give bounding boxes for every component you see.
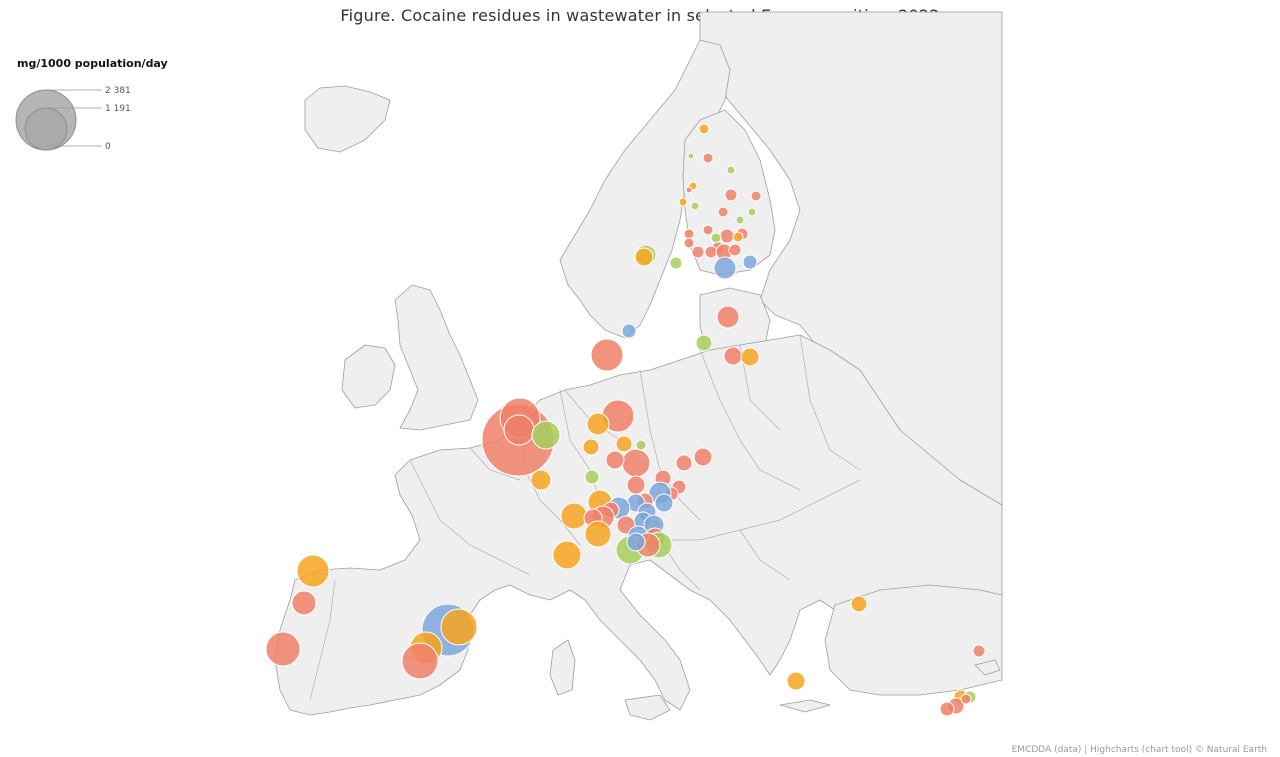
- city-bubble-red-88[interactable]: [972, 644, 986, 658]
- city-bubble-red-49[interactable]: [693, 447, 713, 467]
- city-bubble-green-2[interactable]: [687, 152, 695, 160]
- city-bubble-red-32[interactable]: [716, 305, 740, 329]
- city-bubble-green-5[interactable]: [726, 165, 736, 175]
- city-bubble-green-50[interactable]: [584, 469, 600, 485]
- city-bubble-orange-9[interactable]: [678, 197, 688, 207]
- city-bubble-red-93[interactable]: [960, 693, 972, 705]
- legend-circle-mid: [24, 107, 68, 151]
- city-bubble-red-39[interactable]: [503, 414, 535, 446]
- city-bubble-orange-79[interactable]: [296, 554, 330, 588]
- legend-label-mid: 1 191: [105, 104, 131, 114]
- city-bubble-red-92[interactable]: [939, 701, 955, 717]
- city-bubble-red-25[interactable]: [728, 243, 742, 257]
- city-bubble-green-12[interactable]: [747, 207, 757, 217]
- legend-label-zero: 0: [105, 142, 111, 152]
- legend-label-max: 2 381: [105, 86, 131, 96]
- city-bubble-red-81[interactable]: [265, 631, 301, 667]
- iceland-land: [304, 85, 391, 153]
- cyprus-land: [974, 659, 1001, 676]
- city-bubble-orange-71[interactable]: [584, 520, 612, 548]
- city-bubble-red-3[interactable]: [702, 152, 714, 164]
- city-bubble-red-23[interactable]: [704, 245, 718, 259]
- sardinia-land: [549, 639, 576, 696]
- city-bubble-red-16[interactable]: [719, 228, 735, 244]
- city-bubble-orange-78[interactable]: [552, 540, 582, 570]
- city-bubble-red-36[interactable]: [590, 338, 624, 372]
- city-bubble-orange-43[interactable]: [582, 438, 600, 456]
- city-bubble-orange-1[interactable]: [698, 123, 710, 135]
- city-bubble-blue-30[interactable]: [713, 256, 737, 280]
- land-layer: [274, 11, 1003, 721]
- legend: 2 381 1 191 0: [15, 86, 131, 152]
- city-bubble-green-47[interactable]: [635, 439, 647, 451]
- city-bubble-green-40[interactable]: [531, 420, 561, 450]
- city-bubble-orange-87[interactable]: [786, 671, 806, 691]
- city-bubble-red-11[interactable]: [717, 206, 729, 218]
- city-bubble-red-34[interactable]: [723, 346, 743, 366]
- city-bubble-blue-58[interactable]: [654, 493, 674, 513]
- city-bubble-green-33[interactable]: [695, 334, 713, 352]
- city-bubble-orange-19[interactable]: [732, 231, 744, 243]
- city-bubble-green-10[interactable]: [690, 201, 700, 211]
- city-bubble-orange-42[interactable]: [586, 412, 610, 436]
- city-bubble-red-22[interactable]: [691, 245, 705, 259]
- city-bubble-orange-35[interactable]: [740, 347, 760, 367]
- bubble-layer: [265, 123, 986, 717]
- city-bubble-green-18[interactable]: [710, 232, 722, 244]
- city-bubble-red-20[interactable]: [683, 237, 695, 249]
- city-bubble-orange-51[interactable]: [530, 469, 552, 491]
- credits[interactable]: EMCDDA (data) | Highcharts (chart tool) …: [1011, 745, 1267, 755]
- legend-title: mg/1000 population/day: [17, 57, 168, 70]
- country-borders: [309, 334, 861, 701]
- city-bubble-orange-65[interactable]: [560, 502, 588, 530]
- city-bubble-blue-31[interactable]: [621, 323, 637, 339]
- city-bubble-orange-86[interactable]: [850, 595, 868, 613]
- city-bubble-orange-27[interactable]: [634, 247, 654, 267]
- city-bubble-red-80[interactable]: [291, 590, 317, 616]
- city-bubble-red-53[interactable]: [626, 475, 646, 495]
- city-bubble-green-28[interactable]: [669, 256, 683, 270]
- city-bubble-red-7[interactable]: [724, 188, 738, 202]
- city-bubble-orange-44[interactable]: [615, 435, 633, 453]
- city-bubble-green-13[interactable]: [735, 215, 745, 225]
- great-britain-land: [394, 284, 479, 431]
- city-bubble-blue-77[interactable]: [626, 532, 646, 552]
- city-bubble-red-85[interactable]: [401, 642, 439, 680]
- city-bubble-red-48[interactable]: [675, 454, 693, 472]
- city-bubble-red-6[interactable]: [685, 186, 693, 194]
- city-bubble-red-45[interactable]: [621, 448, 651, 478]
- city-bubble-red-46[interactable]: [605, 450, 625, 470]
- ireland-land: [341, 344, 396, 409]
- city-bubble-red-14[interactable]: [702, 224, 714, 236]
- city-bubble-blue-29[interactable]: [742, 254, 758, 270]
- sicily-land: [624, 694, 671, 721]
- city-bubble-red-8[interactable]: [750, 190, 762, 202]
- crete-land: [779, 699, 831, 713]
- city-bubble-orange-83[interactable]: [440, 608, 478, 646]
